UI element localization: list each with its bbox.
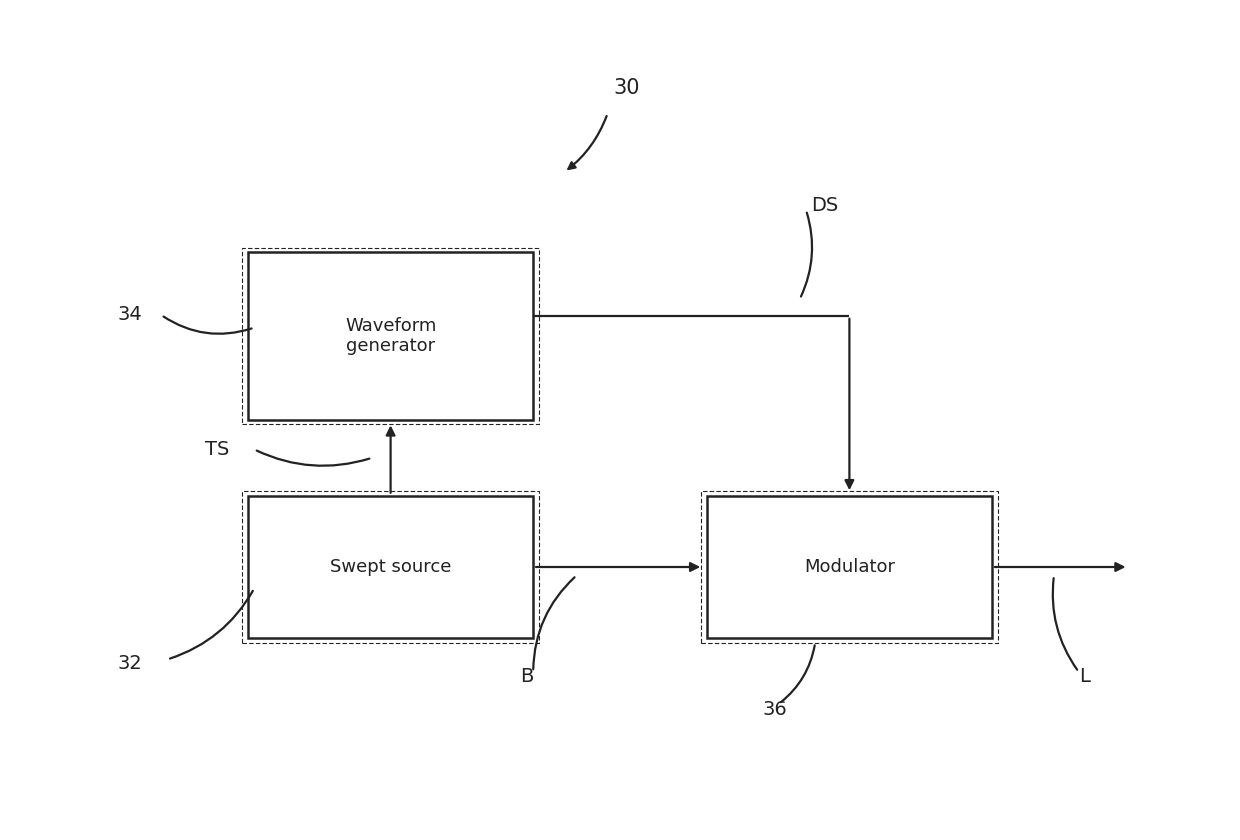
FancyArrowPatch shape	[781, 645, 815, 702]
Text: B: B	[521, 667, 533, 685]
Bar	[701, 491, 998, 643]
Bar	[242, 248, 539, 424]
Text: TS: TS	[205, 440, 229, 459]
FancyArrowPatch shape	[164, 317, 252, 333]
Text: 32: 32	[118, 654, 143, 673]
Text: Modulator: Modulator	[804, 558, 895, 576]
Bar	[242, 491, 539, 643]
FancyArrowPatch shape	[801, 213, 812, 297]
Bar	[248, 252, 533, 420]
Bar	[707, 496, 992, 638]
Text: 36: 36	[763, 701, 787, 719]
Text: Swept source: Swept source	[330, 558, 451, 576]
Text: 30: 30	[613, 78, 640, 98]
FancyArrowPatch shape	[257, 450, 370, 465]
FancyArrowPatch shape	[1053, 578, 1078, 669]
Text: DS: DS	[811, 197, 838, 215]
Text: L: L	[1080, 667, 1090, 685]
FancyArrowPatch shape	[533, 577, 574, 669]
Text: 34: 34	[118, 306, 143, 324]
Bar	[248, 496, 533, 638]
Text: Waveform
generator: Waveform generator	[345, 317, 436, 355]
FancyArrowPatch shape	[170, 591, 253, 659]
